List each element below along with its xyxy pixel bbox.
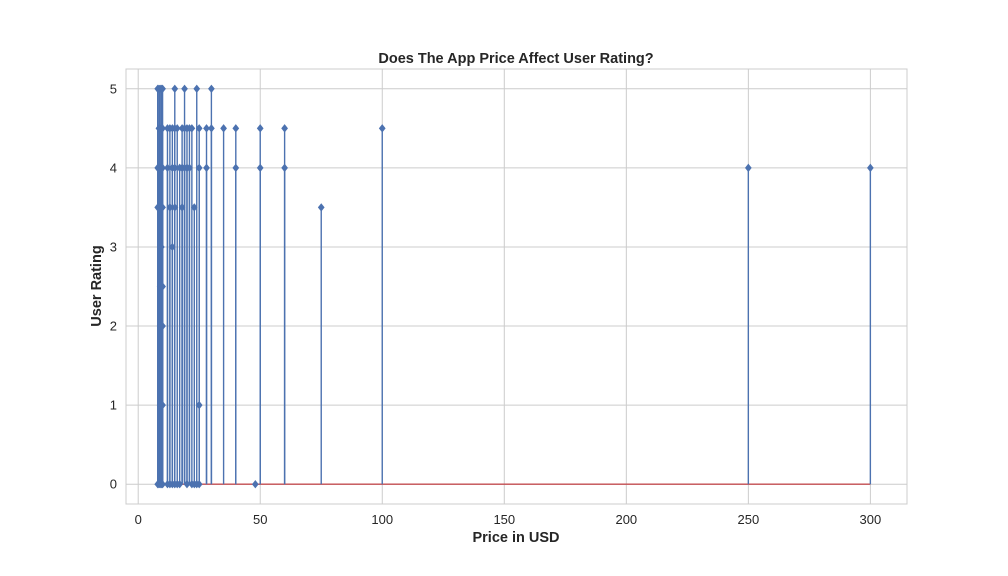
data-point-marker bbox=[183, 480, 191, 489]
chart-title: Does The App Price Affect User Rating? bbox=[378, 51, 653, 67]
x-tick-labels: 0 50 100 150 200 250 300 bbox=[135, 512, 882, 527]
data-point-marker bbox=[178, 203, 186, 212]
data-point-marker bbox=[190, 203, 198, 212]
y-tick-label: 0 bbox=[110, 477, 117, 492]
data-point-marker bbox=[159, 84, 166, 93]
data-point-marker bbox=[164, 163, 171, 173]
data-point-marker bbox=[378, 124, 386, 133]
data-point-marker bbox=[193, 84, 201, 93]
x-tick-label: 150 bbox=[493, 512, 515, 527]
x-axis-label: Price in USD bbox=[472, 530, 559, 546]
y-tick-label: 5 bbox=[110, 81, 117, 96]
data-point-marker bbox=[168, 242, 176, 252]
data-point-marker bbox=[256, 124, 264, 133]
data-point-marker bbox=[159, 282, 166, 291]
data-point-marker bbox=[159, 400, 166, 410]
y-axis-label: User Rating bbox=[89, 245, 105, 326]
data-point-marker bbox=[232, 124, 240, 133]
x-tick-label: 300 bbox=[860, 512, 882, 527]
y-tick-labels: 0 1 2 3 4 5 bbox=[110, 81, 117, 491]
data-point-marker bbox=[744, 163, 752, 173]
data-point-marker bbox=[159, 480, 166, 489]
plot-frame bbox=[125, 68, 908, 505]
x-tick-label: 50 bbox=[253, 512, 267, 527]
data-point-marker bbox=[867, 163, 874, 173]
data-point-marker bbox=[232, 163, 240, 173]
data-point-marker bbox=[171, 163, 179, 173]
data-point-marker bbox=[220, 124, 227, 133]
data-point-marker bbox=[159, 163, 166, 173]
data-point-marker bbox=[281, 163, 288, 173]
data-point-marker bbox=[256, 163, 264, 173]
data-point-marker bbox=[195, 163, 203, 173]
data-point-marker bbox=[171, 84, 179, 93]
data-point-marker bbox=[251, 480, 259, 489]
x-tick-label: 250 bbox=[738, 512, 760, 527]
data-point-marker bbox=[158, 242, 165, 252]
x-tick-label: 100 bbox=[371, 512, 393, 527]
data-point-marker bbox=[171, 203, 179, 212]
data-point-marker bbox=[195, 124, 203, 133]
data-point-marker bbox=[159, 203, 166, 212]
data-point-marker bbox=[208, 124, 215, 133]
data-point-marker bbox=[195, 480, 203, 489]
data-point-marker bbox=[281, 124, 288, 133]
x-tick-label: 0 bbox=[135, 512, 142, 527]
data-point-marker bbox=[203, 124, 210, 133]
data-point-marker bbox=[176, 480, 184, 489]
data-point-marker bbox=[317, 203, 325, 212]
data-point-marker bbox=[208, 84, 215, 93]
y-tick-label: 4 bbox=[110, 160, 117, 175]
data-point-marker bbox=[203, 163, 210, 173]
data-point-marker bbox=[181, 84, 188, 93]
data-point-marker bbox=[186, 163, 193, 173]
data-point-marker bbox=[195, 400, 203, 410]
y-tick-label: 1 bbox=[110, 398, 117, 413]
data-point-marker bbox=[159, 321, 166, 331]
marker-series bbox=[154, 84, 874, 489]
x-tick-label: 200 bbox=[615, 512, 637, 527]
data-point-marker bbox=[159, 124, 166, 133]
y-tick-label: 2 bbox=[110, 319, 117, 334]
data-point-marker bbox=[166, 203, 174, 212]
y-tick-label: 3 bbox=[110, 239, 117, 254]
data-point-marker bbox=[173, 124, 181, 133]
data-point-marker bbox=[188, 124, 196, 133]
